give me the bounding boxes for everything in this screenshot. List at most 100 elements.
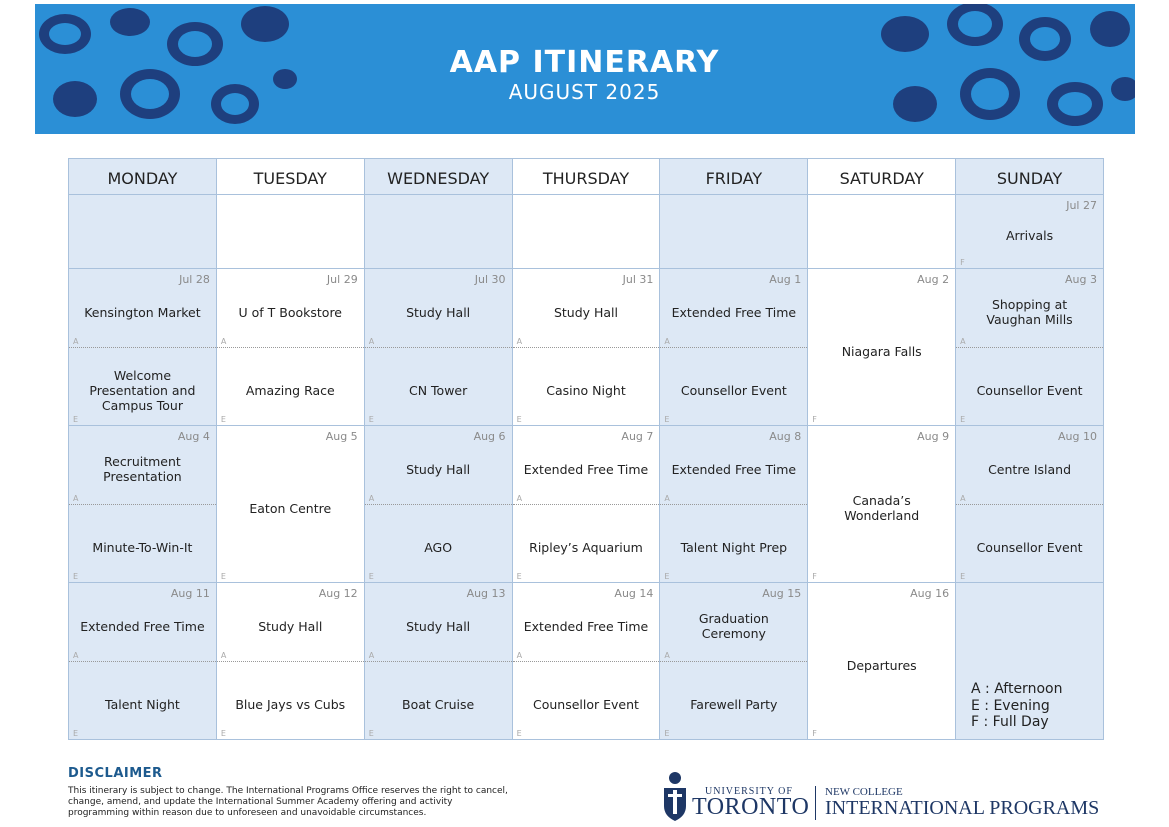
date: Aug 8 — [769, 430, 802, 443]
day-cell: Aug 2 Niagara Falls F — [807, 268, 957, 426]
slot-code: A — [368, 494, 375, 503]
activity: Departures — [846, 657, 917, 673]
day-cell — [511, 194, 661, 269]
day-cell: Aug 8 Extended Free Time A Talent Night Pre… — [659, 425, 809, 583]
day-cell — [68, 194, 217, 269]
slot: Extended Free Time A — [512, 426, 660, 505]
slot-code: A — [368, 337, 375, 346]
activity: Graduation Ceremony — [698, 611, 769, 641]
activity: Amazing Race — [245, 382, 335, 398]
day-cell: Aug 4 Recruitment Presentation A Minute-To-… — [68, 425, 217, 583]
banner — [35, 4, 1135, 134]
day-cell: Jul 29 U of T Bookstore A Amazing Race E — [215, 268, 365, 426]
day-cell: Jul 27 Arrivals F — [955, 194, 1104, 269]
activity: Centre Island — [988, 461, 1072, 477]
slot-code: E — [73, 415, 79, 424]
slot: Departures F — [808, 583, 955, 739]
slot: Study Hall A — [364, 583, 512, 662]
legend-item: A : Afternoon — [971, 681, 1063, 697]
title: AAP ITINERARY — [449, 45, 720, 80]
slot: Counsellor Event E — [956, 504, 1103, 582]
day-header: FRIDAY — [659, 158, 809, 195]
slot: Counsellor Event E — [660, 347, 807, 425]
day-header: SUNDAY — [955, 158, 1104, 195]
date: Aug 7 — [621, 430, 654, 443]
activity: AGO — [424, 539, 453, 555]
date: Aug 11 — [170, 587, 210, 600]
activity: Shopping at Vaughan Mills — [986, 297, 1073, 327]
slot-code: E — [220, 729, 226, 738]
date: Aug 15 — [762, 587, 802, 600]
crest — [664, 772, 686, 821]
toronto: TORONTO — [692, 794, 810, 820]
slot-code: E — [960, 415, 966, 424]
activity: Extended Free Time — [523, 618, 649, 634]
slot: Canada’s Wonderland F — [808, 426, 955, 582]
slot: Boat Cruise E — [365, 661, 512, 739]
activity: Farewell Party — [690, 696, 778, 712]
slot: AGO E — [365, 504, 512, 582]
slot: Extended Free Time A — [512, 583, 660, 662]
slot-code: E — [73, 572, 79, 581]
date: Aug 14 — [614, 587, 654, 600]
date: Aug 4 — [177, 430, 210, 443]
slot-code: A — [220, 651, 227, 660]
slot: Talent Night E — [69, 661, 216, 739]
activity: Study Hall — [553, 304, 619, 320]
slot-code: E — [368, 415, 374, 424]
legend-item: F : Full Day — [971, 714, 1049, 730]
date: Aug 1 — [769, 273, 802, 286]
slot: Centre Island A — [956, 426, 1103, 505]
activity: Boat Cruise — [402, 696, 475, 712]
slot-code: E — [516, 415, 522, 424]
slot-code: A — [664, 651, 670, 660]
day-cell: Aug 6 Study Hall A AGO E — [363, 425, 513, 583]
date: Aug 16 — [910, 587, 950, 600]
slot: Welcome Presentation and Campus Tour E — [69, 347, 216, 425]
day-cell — [215, 194, 365, 269]
slot: Ripley’s Aquarium E — [513, 504, 660, 582]
disclaimer-text: This itinerary is subject to change. The… — [68, 786, 508, 818]
slot: Amazing Race E — [217, 347, 364, 425]
date: Jul 29 — [326, 273, 358, 286]
date: Jul 28 — [179, 273, 210, 286]
slot-code: A — [220, 337, 227, 346]
slot: Shopping at Vaughan Mills A — [956, 269, 1103, 348]
activity: Counsellor Event — [680, 382, 787, 398]
day-cell: Aug 13 Study Hall A Boat Cruise E — [363, 582, 513, 740]
date: Jul 30 — [474, 273, 506, 286]
day-cell: Aug 15 Graduation Ceremony A Farewell Party… — [659, 582, 809, 740]
slot: Eaton Centre E — [217, 426, 364, 582]
slot-code: A — [664, 494, 670, 503]
activity: Counsellor Event — [533, 696, 639, 712]
activity: Extended Free Time — [671, 461, 797, 477]
activity: U of T Bookstore — [238, 304, 342, 320]
slot: U of T Bookstore A — [216, 269, 364, 348]
day-header: TUESDAY — [215, 158, 365, 195]
slot: Study Hall A — [216, 583, 364, 662]
day-header: SATURDAY — [807, 158, 957, 195]
slot-code: A — [516, 337, 523, 346]
slot-code: A — [516, 651, 523, 660]
date: Aug 5 — [325, 430, 358, 443]
activity: Extended Free Time — [671, 304, 797, 320]
day-cell — [955, 582, 1104, 740]
slot: CN Tower E — [365, 347, 512, 425]
slot-code: E — [368, 572, 374, 581]
activity: Niagara Falls — [841, 343, 922, 359]
activity: Casino Night — [546, 382, 626, 398]
new-college: NEW COLLEGE — [825, 786, 903, 798]
day-cell: Aug 7 Extended Free Time A Ripley’s Aquariu… — [511, 425, 661, 583]
slot: Study Hall A — [512, 269, 660, 348]
slot: Study Hall A — [364, 269, 512, 348]
day-cell: Aug 16 Departures F — [807, 582, 957, 740]
day-cell: Aug 5 Eaton Centre E — [215, 425, 365, 583]
slot: Counsellor Event E — [956, 347, 1103, 425]
activity: Extended Free Time — [523, 461, 649, 477]
activity: Talent Night Prep — [680, 539, 788, 555]
day-cell — [807, 194, 957, 269]
activity: Eaton Centre — [249, 500, 332, 516]
slot: Graduation Ceremony A — [660, 583, 808, 662]
activity: Study Hall — [406, 618, 471, 634]
separator — [815, 786, 816, 820]
